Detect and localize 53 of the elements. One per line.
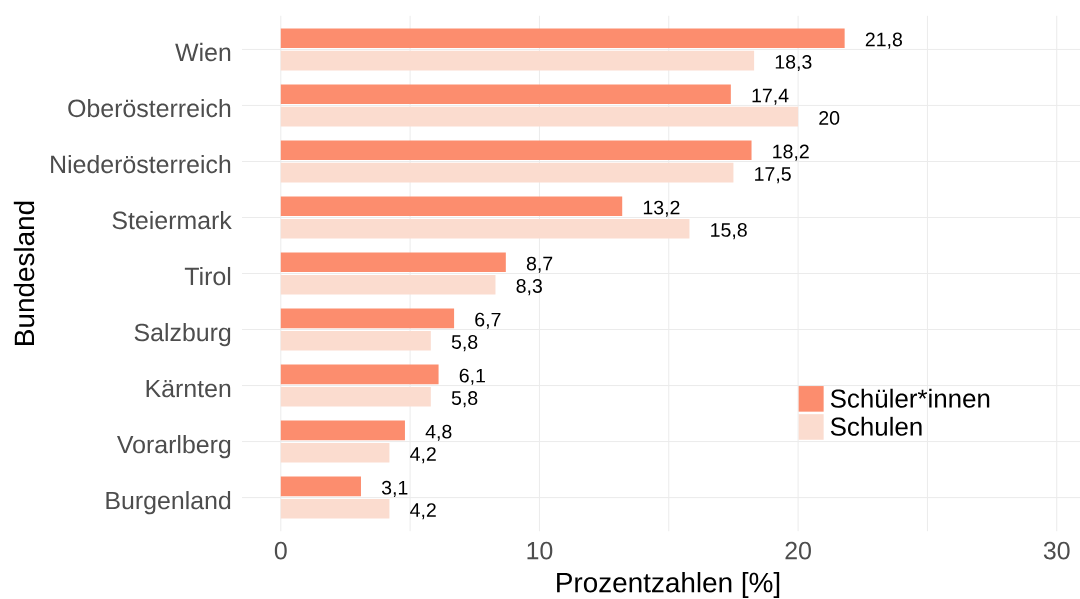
bar [280,28,845,49]
data-label: 3,1 [381,480,408,497]
data-label: 17,5 [755,167,791,184]
bar [280,106,799,127]
data-label: 4,8 [425,424,452,441]
data-label: 4,2 [410,447,436,464]
y-tick-label: Vorarlberg [117,435,231,459]
x-tick-label: 0 [274,541,287,560]
legend-label: Schüler*innen [830,388,990,408]
data-label: 18,2 [773,144,809,161]
data-label: 5,8 [451,391,478,408]
data-label: 6,7 [475,312,501,329]
data-label: 18,3 [775,54,812,72]
bar [280,218,690,239]
bar [280,420,405,441]
data-label: 5,8 [451,335,478,352]
y-tick-label: Oberösterreich [68,98,231,118]
legend-label: Schulen [830,416,922,436]
bar [280,84,731,105]
bar [280,330,431,351]
y-axis-title: Bundesland [13,201,35,345]
bar [280,252,506,273]
data-label: 8,3 [516,279,542,296]
x-tick-label: 10 [527,541,553,560]
data-label: 20 [819,111,840,125]
y-tick-label: Steiermark [112,210,232,230]
bar [280,162,734,183]
data-label: 13,2 [643,200,680,217]
data-label: 4,2 [410,503,436,520]
y-tick-label: Wien [175,42,231,62]
bar [280,386,431,407]
y-tick-label: Kärnten [146,379,231,398]
y-tick-label: Tirol [184,266,231,286]
data-label: 15,8 [711,223,747,240]
x-tick-label: 20 [785,541,811,560]
data-label: 6,1 [459,368,485,385]
bar [280,442,390,463]
bar [280,274,496,295]
data-label: 8,7 [526,256,553,273]
bar [280,196,623,217]
x-axis-title: Prozentzahlen [%] [557,572,780,598]
data-label: 17,4 [752,88,789,105]
data-label: 21,8 [865,32,902,49]
bar [280,50,755,71]
y-tick-label: Salzburg [134,322,231,347]
bar [280,308,455,329]
x-tick-label: 30 [1043,541,1070,560]
bar [280,476,361,497]
y-tick-label: Burgenland [106,491,231,515]
y-tick-label: Niederösterreich [51,154,231,174]
bar [280,364,439,385]
bar [280,498,390,519]
bar [280,140,752,161]
